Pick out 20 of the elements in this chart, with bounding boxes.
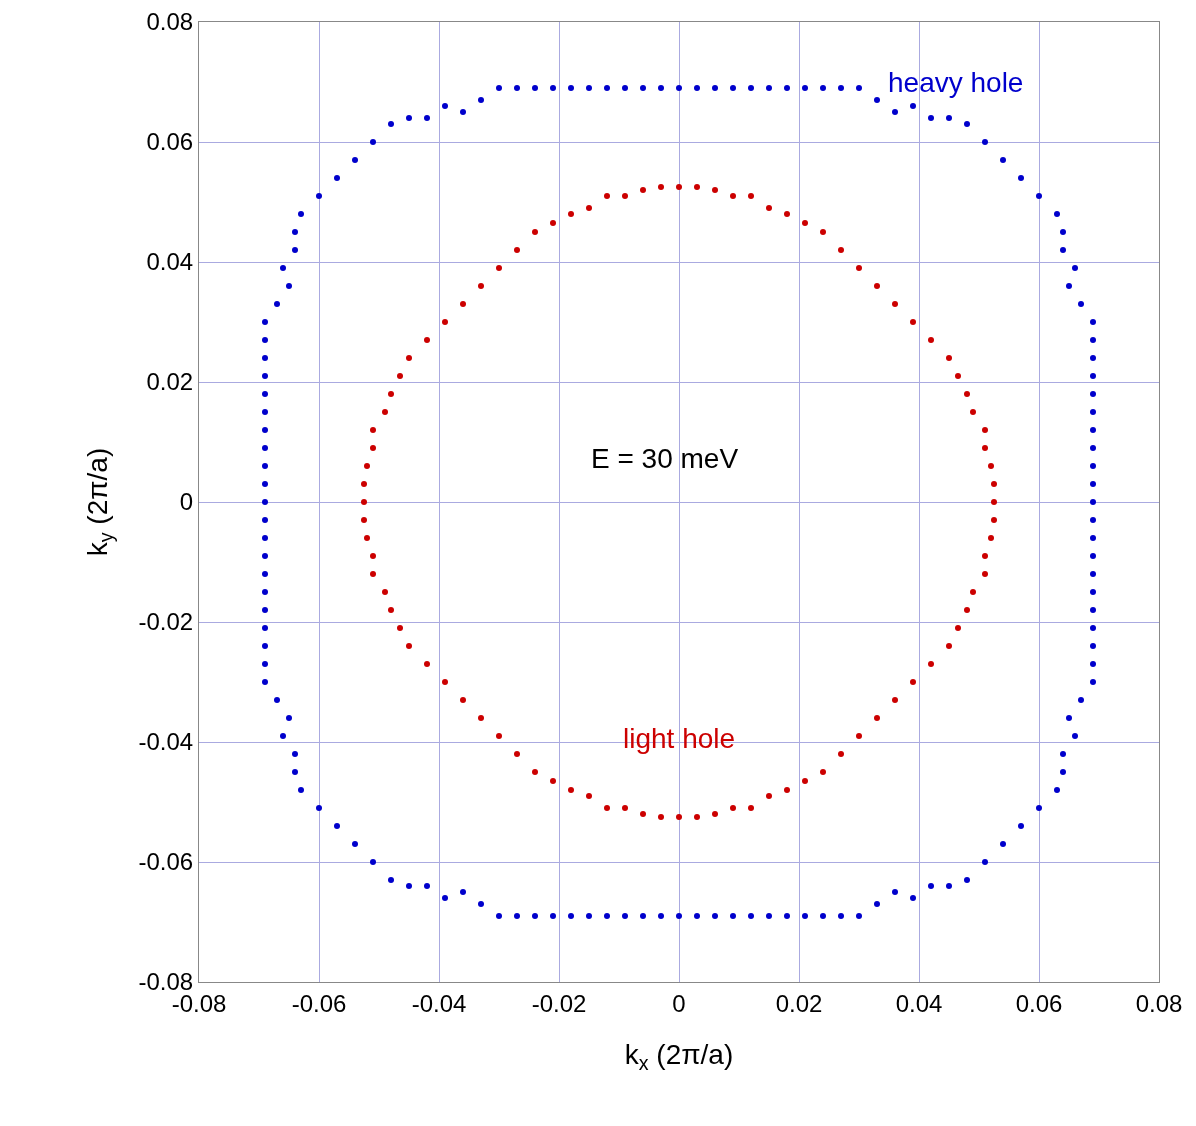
x-tick-label: -0.06 [291,989,347,1017]
x-axis-title: k$_{x}$ (2π/a) [624,1038,734,1074]
x-tick-label: -0.04 [411,989,467,1017]
series-label: heavy hole [888,67,1024,98]
x-tick-label: -0.02 [531,989,587,1017]
y-tick-label: -0.04 [138,728,194,756]
y-tick-label: 0.08 [146,8,194,36]
series-label: light hole [623,723,736,754]
y-tick-label: 0.06 [146,128,194,156]
x-tick-label: 0.08 [1135,989,1183,1017]
x-tick-label: 0.02 [775,989,823,1017]
y-tick-label: 0 [179,488,194,516]
y-tick-label: 0.04 [146,248,194,276]
x-tick-label: 0.06 [1015,989,1063,1017]
y-tick-label: 0.02 [146,368,194,396]
annotation: E = 30 meV [591,443,739,474]
y-tick-label: -0.06 [138,848,194,876]
y-tick-label: -0.02 [138,608,194,636]
x-tick-label: 0.04 [895,989,943,1017]
x-tick-label: 0 [672,989,686,1017]
